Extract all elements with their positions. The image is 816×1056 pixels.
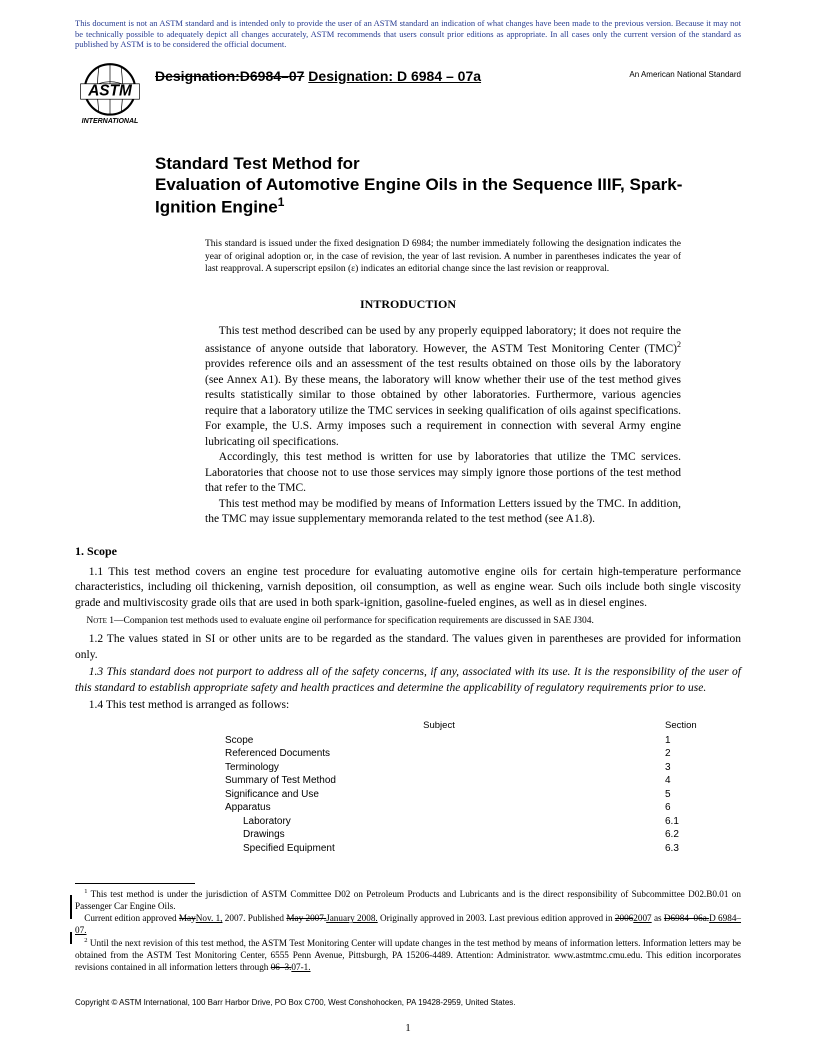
page-number: 1 (0, 1022, 816, 1034)
scope-body: 1.1 This test method covers an engine te… (75, 565, 741, 714)
toc-row: Laboratory6.1 (225, 815, 725, 829)
footnote-rule (75, 883, 195, 884)
revision-bar (70, 895, 72, 919)
copyright-line: Copyright © ASTM International, 100 Barr… (75, 998, 741, 1007)
issuance-note: This standard is issued under the fixed … (205, 238, 681, 275)
toc-row: Significance and Use5 (225, 788, 725, 802)
toc-row: Drawings6.2 (225, 828, 725, 842)
toc-row: Apparatus6 (225, 801, 725, 815)
revision-notice: This document is not an ASTM standard an… (75, 18, 741, 50)
introduction-heading: INTRODUCTION (75, 297, 741, 312)
revision-bar (70, 932, 72, 944)
astm-logo: ASTM INTERNATIONAL (75, 60, 145, 135)
header-row: ASTM INTERNATIONAL An American National … (75, 60, 741, 135)
footnotes: 1 This test method is under the jurisdic… (75, 888, 741, 974)
svg-text:ASTM: ASTM (87, 83, 133, 100)
scope-heading: 1. Scope (75, 544, 741, 559)
toc-row: Referenced Documents2 (225, 747, 725, 761)
standard-title: Standard Test Method for Evaluation of A… (155, 153, 741, 218)
svg-text:INTERNATIONAL: INTERNATIONAL (82, 118, 139, 125)
introduction-text: This test method described can be used b… (205, 324, 681, 528)
toc-row: Terminology3 (225, 761, 725, 775)
toc-row: Summary of Test Method4 (225, 774, 725, 788)
toc-row: Specified Equipment6.3 (225, 842, 725, 856)
contents-table: Subject Section Scope1Referenced Documen… (225, 720, 725, 856)
toc-row: Scope1 (225, 734, 725, 748)
ans-badge: An American National Standard (629, 70, 741, 79)
